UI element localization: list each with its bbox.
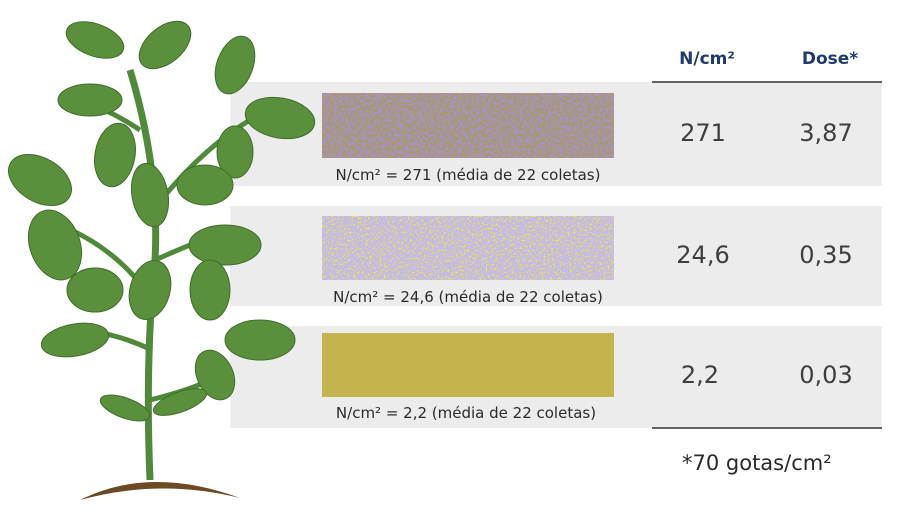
cell-dose: 0,35: [799, 241, 852, 269]
cell-n: 24,6: [676, 241, 729, 269]
card-caption: N/cm² = 271 (média de 22 coletas): [336, 166, 601, 184]
card-texture: [322, 93, 614, 158]
cell-dose: 3,87: [799, 119, 852, 147]
cell-n: 2,2: [681, 361, 719, 389]
card-caption: N/cm² = 2,2 (média de 22 coletas): [336, 404, 596, 422]
card-texture: [322, 216, 614, 280]
cell-dose: 0,03: [799, 361, 852, 389]
card-caption: N/cm² = 24,6 (média de 22 coletas): [333, 288, 603, 306]
header-n: N/cm²: [679, 49, 735, 69]
footnote: *70 gotas/cm²: [682, 451, 832, 475]
card-olive: [322, 333, 614, 397]
plant: [8, 20, 316, 500]
header-dose: Dose*: [802, 49, 858, 69]
cell-n: 271: [680, 119, 726, 147]
